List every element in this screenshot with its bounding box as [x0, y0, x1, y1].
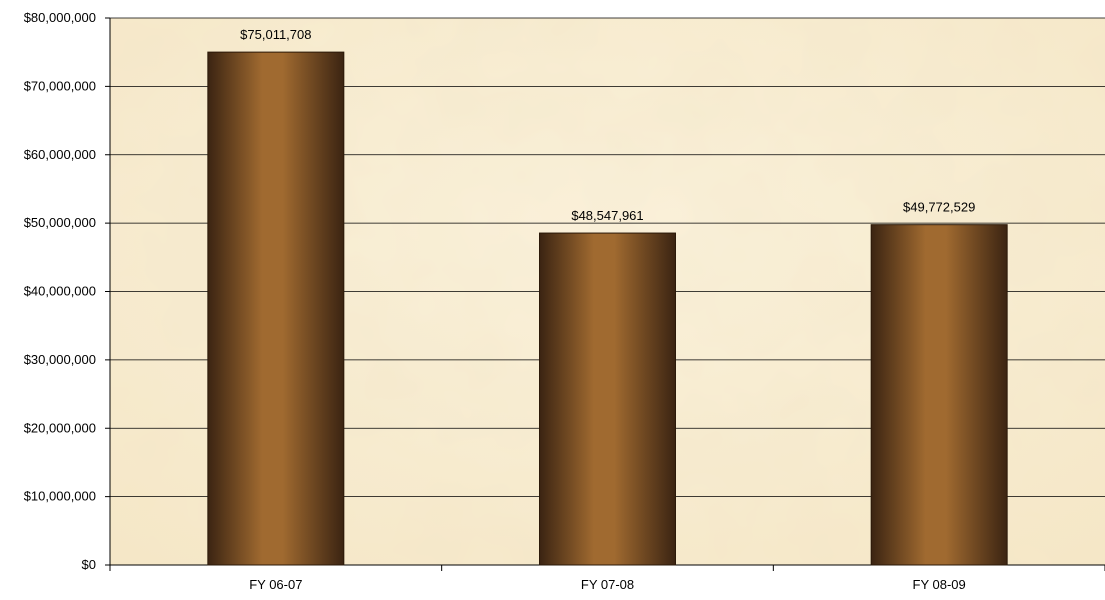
y-tick-label: $60,000,000: [24, 147, 96, 162]
x-tick-label: FY 06-07: [249, 577, 302, 592]
x-tick-label: FY 07-08: [581, 577, 634, 592]
x-tick-label: FY 08-09: [913, 577, 966, 592]
y-tick-label: $10,000,000: [24, 489, 96, 504]
bar: [207, 51, 345, 566]
y-tick-label: $20,000,000: [24, 420, 96, 435]
y-tick-label: $70,000,000: [24, 78, 96, 93]
labels: $0 $10,000,000 $20,000,000 $30,000,000 $40,0…: [24, 10, 976, 592]
data-label: $75,011,708: [240, 27, 311, 42]
y-tick-label: $80,000,000: [24, 10, 96, 25]
data-label: $48,547,961: [571, 208, 643, 223]
bars: [207, 51, 1008, 566]
y-tick-label: $30,000,000: [24, 352, 96, 367]
y-tick-label: $40,000,000: [24, 284, 96, 299]
y-tick-label: $0: [82, 557, 96, 572]
y-tick-label: $50,000,000: [24, 215, 96, 230]
bar: [870, 224, 1008, 566]
data-label: $49,772,529: [903, 200, 975, 215]
bar: [539, 232, 676, 566]
